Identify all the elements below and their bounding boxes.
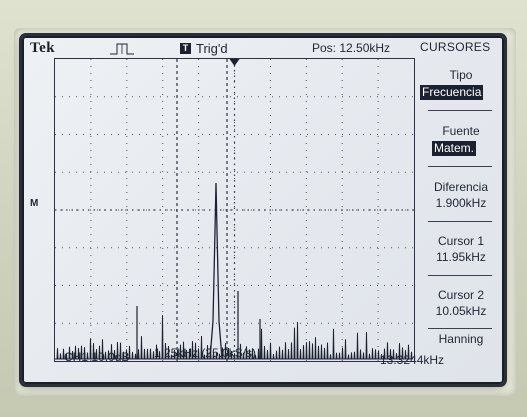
math-reference-marker: M bbox=[30, 198, 39, 209]
menu-divider bbox=[428, 166, 492, 167]
cursor1-value: 11.95kHz bbox=[436, 250, 486, 264]
frequency-readout: 13.3244kHz bbox=[380, 353, 445, 367]
menu-divider bbox=[428, 110, 492, 111]
noise-floor-trace bbox=[55, 315, 413, 360]
diferencia-value: 1.900kHz bbox=[435, 196, 487, 210]
menu-divider bbox=[428, 221, 492, 222]
menu-divider bbox=[428, 328, 492, 329]
cursor1-label[interactable]: Cursor 1 bbox=[437, 234, 484, 248]
fuente-label: Fuente bbox=[442, 124, 480, 138]
timebase-readout: 1.25kHz (25.0kS/s) bbox=[154, 346, 257, 360]
graticule bbox=[54, 58, 415, 362]
position-readout: Pos: 12.50kHz bbox=[312, 41, 391, 55]
menu-divider bbox=[428, 275, 492, 276]
menu-title: CURSORES bbox=[420, 40, 491, 54]
acquisition-icon bbox=[110, 43, 134, 55]
tipo-label: Tipo bbox=[449, 68, 473, 82]
trigger-position-arrow bbox=[229, 59, 240, 66]
diferencia-label: Diferencia bbox=[433, 180, 489, 194]
cursor2-value: 10.05kHz bbox=[435, 304, 487, 318]
cursor2-label[interactable]: Cursor 2 bbox=[437, 288, 484, 302]
oscilloscope-screen: Tek T Trig'd Pos: 12.50kHz CURSORES M Ti… bbox=[22, 36, 504, 384]
window-label: Hanning bbox=[438, 332, 484, 346]
tipo-value[interactable]: Frecuencia bbox=[420, 85, 484, 100]
trigger-badge: T bbox=[180, 43, 191, 54]
spectrum-plot bbox=[55, 59, 414, 361]
fuente-value[interactable]: Matem. bbox=[432, 141, 477, 156]
brand-logo: Tek bbox=[30, 40, 56, 56]
trigger-status: Trig'd bbox=[196, 41, 228, 56]
channel-readout: CH1 10.0dB bbox=[64, 350, 130, 364]
main-peak-trace bbox=[209, 182, 223, 360]
